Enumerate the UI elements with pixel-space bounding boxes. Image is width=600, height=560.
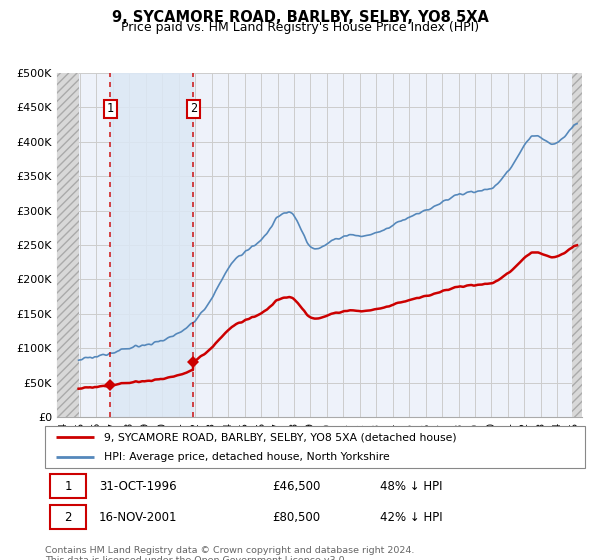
- Bar: [57, 73, 79, 417]
- Bar: [110, 73, 193, 417]
- Text: £80,500: £80,500: [272, 511, 320, 524]
- Bar: [572, 73, 582, 417]
- Text: £46,500: £46,500: [272, 480, 320, 493]
- Text: 1: 1: [107, 102, 114, 115]
- Text: 16-NOV-2001: 16-NOV-2001: [99, 511, 178, 524]
- Text: 9, SYCAMORE ROAD, BARLBY, SELBY, YO8 5XA (detached house): 9, SYCAMORE ROAD, BARLBY, SELBY, YO8 5XA…: [104, 432, 457, 442]
- FancyBboxPatch shape: [50, 505, 86, 529]
- Text: Contains HM Land Registry data © Crown copyright and database right 2024.
This d: Contains HM Land Registry data © Crown c…: [45, 546, 415, 560]
- FancyBboxPatch shape: [50, 474, 86, 498]
- Text: 31-OCT-1996: 31-OCT-1996: [99, 480, 176, 493]
- Text: 48% ↓ HPI: 48% ↓ HPI: [380, 480, 442, 493]
- Text: HPI: Average price, detached house, North Yorkshire: HPI: Average price, detached house, Nort…: [104, 452, 390, 462]
- Text: Price paid vs. HM Land Registry's House Price Index (HPI): Price paid vs. HM Land Registry's House …: [121, 21, 479, 34]
- Text: 1: 1: [64, 480, 72, 493]
- Text: 2: 2: [190, 102, 197, 115]
- FancyBboxPatch shape: [45, 426, 585, 468]
- Text: 2: 2: [64, 511, 72, 524]
- Text: 9, SYCAMORE ROAD, BARLBY, SELBY, YO8 5XA: 9, SYCAMORE ROAD, BARLBY, SELBY, YO8 5XA: [112, 10, 488, 25]
- Text: 42% ↓ HPI: 42% ↓ HPI: [380, 511, 442, 524]
